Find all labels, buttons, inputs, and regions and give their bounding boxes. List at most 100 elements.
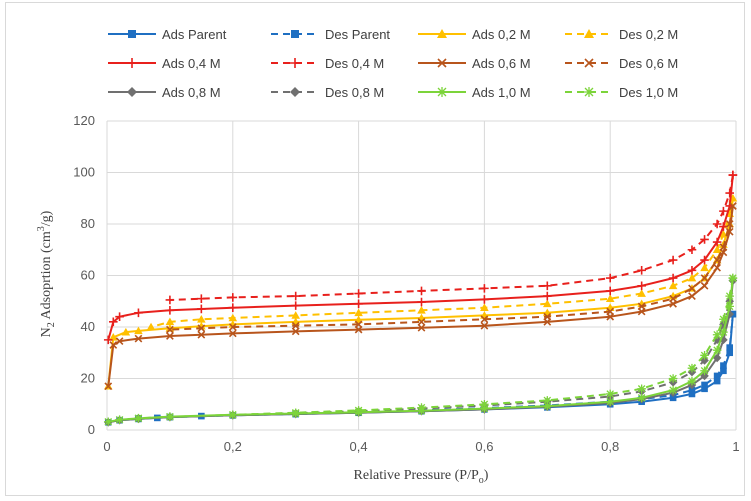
data-point [700, 274, 709, 282]
data-point [700, 281, 709, 290]
legend-label: Ads 0,8 M [162, 85, 221, 100]
x-tick-label: 0 [103, 439, 110, 454]
data-point [197, 330, 206, 339]
data-point [354, 406, 363, 415]
data-point [480, 284, 489, 293]
y-tick-label: 40 [81, 319, 95, 334]
data-point [720, 362, 727, 369]
series-des-1-0-m [134, 273, 738, 423]
series-des-0-4-m [165, 170, 738, 305]
data-point [291, 321, 300, 330]
data-point [687, 363, 697, 373]
legend-label: Ads 1,0 M [472, 85, 531, 100]
data-point [700, 366, 709, 376]
data-point [688, 386, 696, 394]
data-point [165, 323, 175, 332]
data-point [712, 353, 722, 363]
data-point [713, 377, 721, 385]
data-point [417, 323, 426, 332]
data-point [728, 170, 738, 180]
data-point [726, 349, 734, 357]
data-point [700, 255, 709, 265]
data-point [605, 286, 615, 296]
x-tick-label: 0,2 [224, 439, 242, 454]
y-tick-label: 120 [73, 113, 95, 128]
data-point [712, 335, 722, 345]
data-point [354, 308, 363, 317]
data-point [668, 281, 678, 290]
legend-entry-des-parent: Des Parent [271, 27, 390, 42]
data-point [146, 322, 156, 331]
data-point [134, 334, 143, 343]
data-point [543, 401, 552, 411]
x-axis-title: Relative Pressure (P/Po) [354, 468, 489, 486]
data-point [417, 297, 426, 307]
data-point [480, 303, 489, 311]
data-point [605, 294, 615, 302]
data-point [688, 390, 696, 398]
legend-entry-des-0-4-m: Des 0,4 M [271, 56, 384, 71]
data-point [543, 299, 552, 308]
data-point [165, 295, 175, 305]
data-point [121, 327, 131, 336]
data-point [668, 374, 678, 383]
data-point [480, 399, 489, 409]
data-point [166, 332, 174, 340]
data-point [291, 327, 300, 336]
data-point [543, 291, 552, 301]
data-point [606, 307, 615, 316]
data-point [197, 324, 206, 333]
legend-marker [127, 58, 137, 68]
series-line-des-parent [138, 314, 734, 420]
data-point [701, 385, 708, 393]
data-point [115, 337, 124, 346]
data-point [701, 381, 708, 389]
data-point [637, 302, 646, 311]
data-point [668, 385, 678, 395]
data-point [166, 325, 174, 334]
legend-label: Des 0,4 M [325, 56, 384, 71]
x-tick-label: 0,6 [475, 439, 493, 454]
data-point [228, 410, 238, 420]
data-point [480, 315, 489, 324]
legend-label: Ads 0,2 M [472, 27, 531, 42]
data-point [134, 326, 143, 335]
data-point [228, 329, 237, 338]
data-point [417, 286, 426, 296]
legend-marker [437, 29, 447, 38]
data-point [605, 397, 615, 406]
legend-label: Ads Parent [162, 27, 227, 42]
data-point [719, 314, 728, 324]
data-point [228, 293, 238, 302]
legend-entry-ads-0-8-m: Ads 0,8 M [108, 85, 221, 100]
series-des-0-6-m [166, 202, 737, 334]
legend-entry-ads-1-0-m: Ads 1,0 M [418, 85, 531, 100]
x-tick-label: 1 [732, 439, 739, 454]
series-line-des-0-2-m [150, 198, 734, 328]
data-point [687, 273, 697, 282]
chart-frame [5, 2, 745, 496]
data-point [354, 320, 363, 329]
legend-label: Des 0,6 M [619, 56, 678, 71]
data-point [291, 311, 300, 319]
data-point [115, 312, 124, 321]
data-point [228, 313, 238, 322]
legend-entry-ads-0-2-m: Ads 0,2 M [418, 27, 531, 42]
data-point [668, 273, 678, 283]
legend-marker [437, 58, 447, 68]
legend-entry-des-0-6-m: Des 0,6 M [565, 56, 678, 71]
legend-entry-des-1-0-m: Des 1,0 M [565, 85, 678, 100]
tick-labels: 0 20 40 60 80 100 120 0 0,2 0,4 0,6 0,8 1 [73, 113, 739, 454]
series-des-0-2-m [146, 193, 738, 331]
data-point [197, 314, 206, 323]
y-tick-label: 80 [81, 216, 95, 231]
legend-label: Ads 0,4 M [162, 56, 221, 71]
legend-marker [128, 30, 136, 38]
data-point [687, 245, 697, 255]
data-point [543, 396, 552, 405]
data-point [725, 302, 735, 311]
legend-marker [584, 29, 594, 38]
data-point [728, 273, 738, 283]
legend-entry-des-0-8-m: Des 0,8 M [271, 85, 384, 100]
